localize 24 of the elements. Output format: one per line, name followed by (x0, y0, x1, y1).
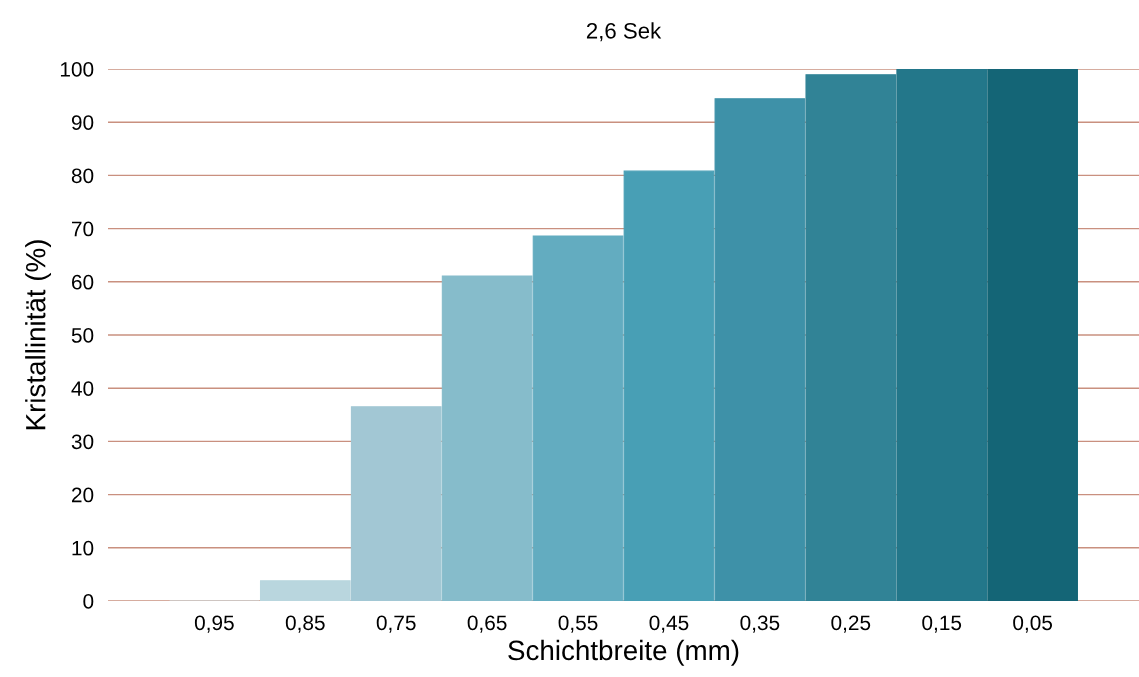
y-tick-label: 30 (71, 434, 94, 450)
y-axis-title: Kristallinität (%) (25, 240, 52, 430)
x-tick-label: 0,35 (740, 615, 780, 633)
y-tick-label: 60 (72, 274, 94, 290)
x-tick-label: 0,85 (285, 615, 325, 633)
x-tick-label: 0,15 (922, 615, 962, 633)
y-tick-label: 20 (71, 487, 94, 503)
y-tick-label: 70 (72, 221, 94, 237)
x-tick-label: 0,55 (558, 615, 598, 633)
y-tick-label: 90 (71, 115, 94, 130)
x-tick-label: 0,25 (831, 615, 871, 633)
x-tick-label: 0,65 (467, 615, 507, 633)
y-tick-label: 80 (71, 168, 94, 184)
y-tick-label: 10 (72, 540, 94, 556)
y-tick-label: 40 (71, 381, 94, 396)
chart-title: 2,6 Sek (586, 22, 662, 42)
x-tick-label: 0,95 (194, 615, 234, 633)
y-tick-label: 0 (83, 594, 94, 609)
y-tick-label: 50 (71, 328, 94, 343)
x-tick-label: 0,75 (376, 615, 416, 633)
x-tick-label: 0,45 (649, 615, 689, 633)
y-tick-label: 100 (60, 62, 94, 77)
x-tick-label: 0,05 (1013, 615, 1053, 633)
x-axis-title: Schichtbreite (mm) (508, 639, 739, 666)
